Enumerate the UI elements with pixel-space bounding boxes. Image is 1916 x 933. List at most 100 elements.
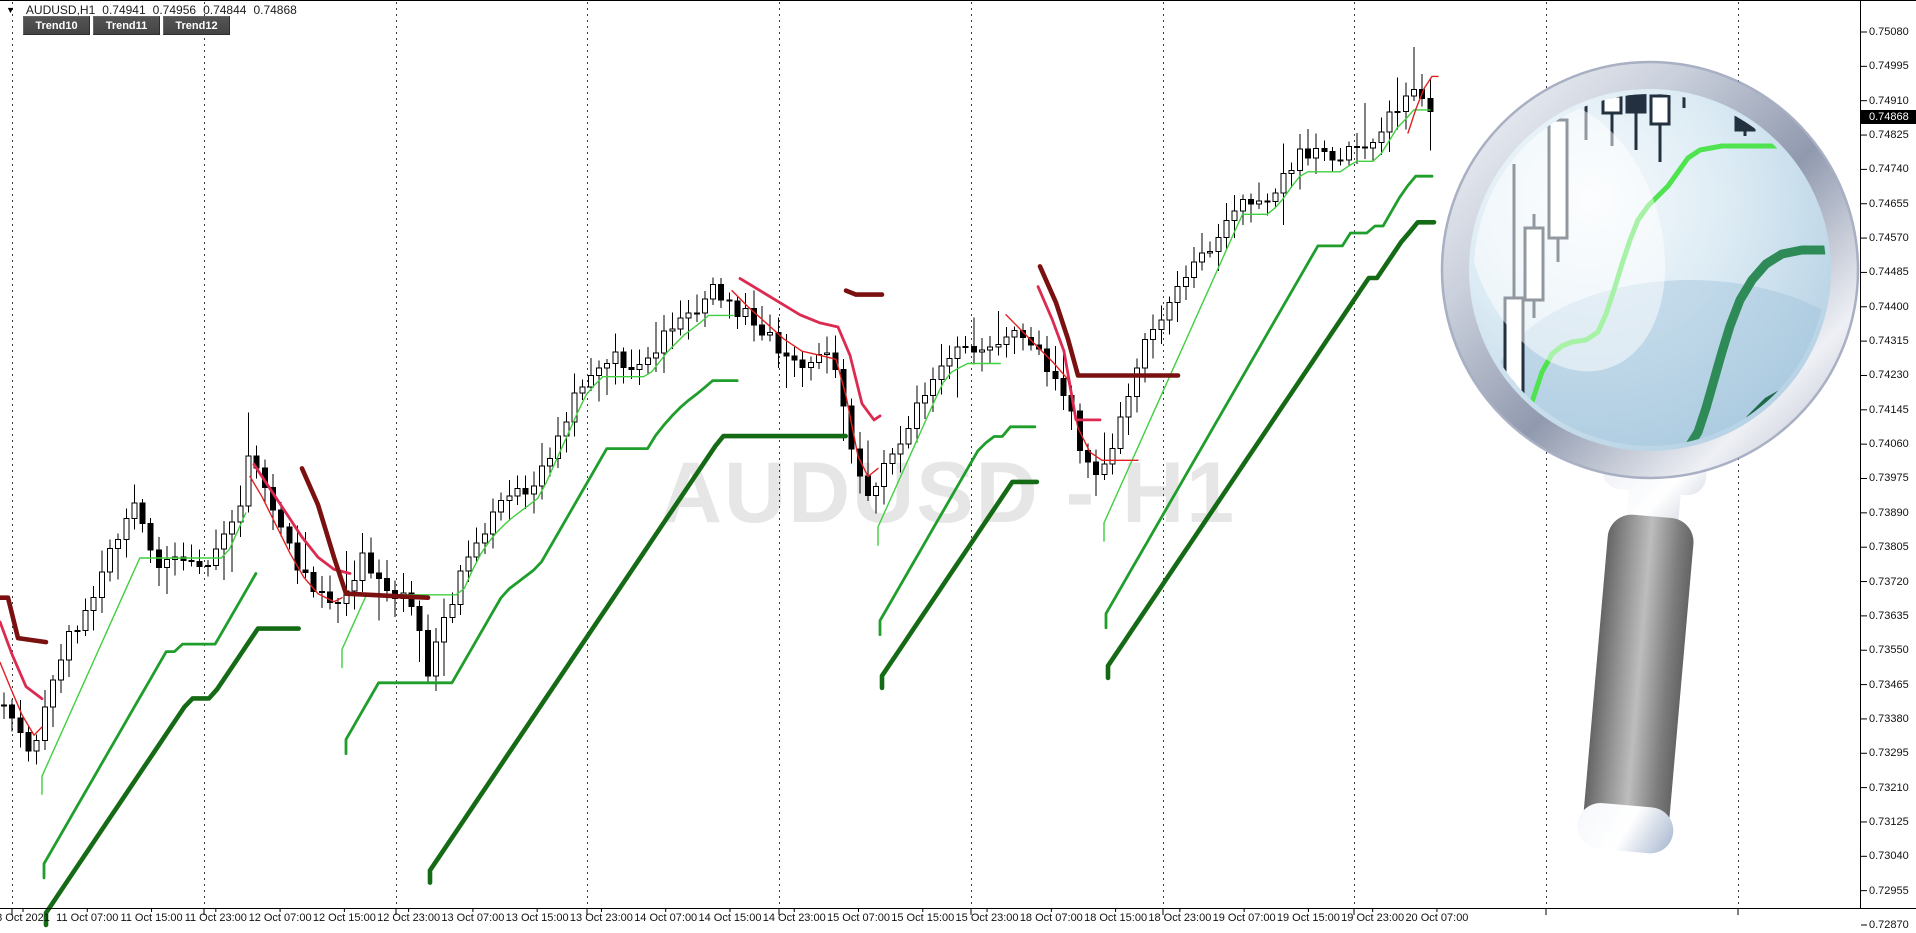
candle-body-down — [416, 605, 423, 631]
candle-body-up — [58, 659, 65, 681]
trend10-down-line — [249, 475, 343, 603]
candle-body-up — [473, 542, 480, 558]
candle-body-up — [164, 559, 170, 569]
candle-body-down — [294, 542, 301, 571]
candle-body-down — [375, 572, 382, 580]
candle-body-up — [41, 706, 48, 742]
time-tick-label: 13 Oct 23:00 — [569, 912, 633, 924]
trend11-down-line — [0, 620, 44, 701]
candle-body-up — [514, 488, 521, 497]
candle-body-up — [571, 392, 578, 423]
chart-title: AUDUSD,H1 — [25, 3, 96, 17]
trend12-down-line — [299, 466, 431, 601]
candle-body-up — [742, 308, 749, 318]
price-tick-label: 0.74570 — [1869, 232, 1909, 245]
handle-end-cap — [1577, 803, 1674, 854]
magnified-trend-line-2 — [1589, 245, 1826, 446]
ohlc-open: 0.74941 — [102, 3, 146, 17]
candle-body-down — [1093, 461, 1100, 476]
candle-body-up — [905, 427, 912, 445]
candle-body-up — [946, 358, 953, 367]
candle-body-up — [449, 604, 456, 618]
candle-body-up — [979, 349, 985, 353]
time-tick-label: 13 Oct 07:00 — [441, 912, 505, 924]
candle-body-up — [579, 386, 586, 394]
trend12-up-line — [1105, 220, 1437, 681]
trend10-button[interactable]: Trend10 — [23, 16, 90, 35]
trend12-down-line — [843, 288, 885, 297]
trend12-up-line — [879, 479, 1040, 691]
candle-body-up — [1386, 111, 1393, 133]
candle-body-down — [17, 717, 24, 734]
price-tick-label: 0.74655 — [1869, 197, 1909, 210]
candle-body-down — [1044, 348, 1051, 372]
candle-body-down — [1052, 370, 1059, 380]
candle-body-up — [881, 463, 888, 488]
candle-body-down — [147, 523, 154, 551]
candle-body-up — [538, 465, 545, 487]
candle-body-up — [701, 298, 708, 314]
candle-body-up — [74, 630, 81, 633]
candle-body-down — [775, 331, 782, 354]
magnifying-glass — [1440, 60, 1860, 854]
time-tick-label: 19 Oct 15:00 — [1276, 912, 1340, 924]
glass-highlight — [1474, 98, 1666, 372]
time-axis[interactable]: 8 Oct 2021 11 Oct 07:00 11 Oct 15:00 11 Oct… — [0, 909, 1916, 933]
price-tick-label: 0.74060 — [1869, 438, 1909, 451]
candle-body-down — [188, 560, 195, 563]
time-tick-label: 14 Oct 07:00 — [634, 912, 698, 924]
price-tick-label: 0.73805 — [1869, 541, 1909, 554]
candle-body-up — [1296, 148, 1303, 172]
candle-body-up — [595, 367, 602, 377]
candle-body-down — [1353, 146, 1360, 149]
time-tick-label: 11 Oct 07:00 — [56, 912, 119, 924]
price-axis[interactable]: 0.75080 0.74995 0.74910 0.74825 0.74740 0.746… — [1861, 0, 1916, 931]
candle-body-up — [498, 499, 505, 513]
time-tick-label: 15 Oct 07:00 — [827, 912, 890, 924]
candle-body-down — [750, 308, 757, 326]
candle-body-down — [628, 366, 635, 371]
candle-body-up — [1166, 302, 1173, 321]
candle-body-up — [1256, 200, 1263, 205]
candle-body-down — [286, 526, 293, 544]
candle-body-up — [987, 346, 994, 351]
candle-body-down — [1362, 146, 1369, 149]
candle-body-up — [506, 495, 513, 501]
candle-body-up — [685, 312, 692, 319]
rim-outer-edge — [1440, 60, 1860, 480]
candle-body-up — [1199, 252, 1206, 263]
trend12-button[interactable]: Trend12 — [163, 16, 230, 35]
time-tick-label: 12 Oct 23:00 — [377, 912, 441, 924]
candle-body-down — [758, 324, 765, 336]
price-tick-label: 0.74230 — [1869, 369, 1909, 382]
candle-body-up — [1272, 192, 1279, 202]
trend11-up-line — [1104, 174, 1434, 630]
watermark: AUDUSD - H1 — [660, 445, 1236, 541]
price-tick-label: 0.74485 — [1869, 266, 1909, 279]
candle-body-up — [1101, 463, 1108, 476]
candle-body-down — [970, 346, 977, 353]
symbol-dropdown-icon[interactable]: ▼ — [6, 5, 15, 15]
candle-body-down — [856, 448, 863, 477]
candle-body-up — [1280, 172, 1287, 194]
trend10-up-line — [877, 362, 1001, 546]
trend12-down-line — [1037, 264, 1181, 378]
candle-body-up — [465, 556, 472, 572]
candle-body-up — [1125, 396, 1132, 418]
price-tick-label: 0.74400 — [1869, 300, 1909, 313]
candle-body-up — [131, 502, 138, 519]
candle-body-up — [807, 362, 814, 369]
time-tick-label: 14 Oct 23:00 — [762, 912, 826, 924]
trend11-button[interactable]: Trend11 — [93, 16, 160, 35]
price-tick-label: 0.72955 — [1869, 884, 1909, 897]
time-tick-label: 11 Oct 15:00 — [120, 912, 183, 924]
price-tick-label: 0.73635 — [1869, 609, 1909, 622]
price-tick-label: 0.73550 — [1869, 644, 1909, 657]
trend12-down-line — [0, 595, 49, 645]
price-tick-label: 0.74910 — [1869, 94, 1909, 107]
trend10-down-line — [0, 661, 43, 736]
price-tick-label: 0.73465 — [1869, 678, 1909, 691]
candle-body-up — [212, 548, 219, 567]
